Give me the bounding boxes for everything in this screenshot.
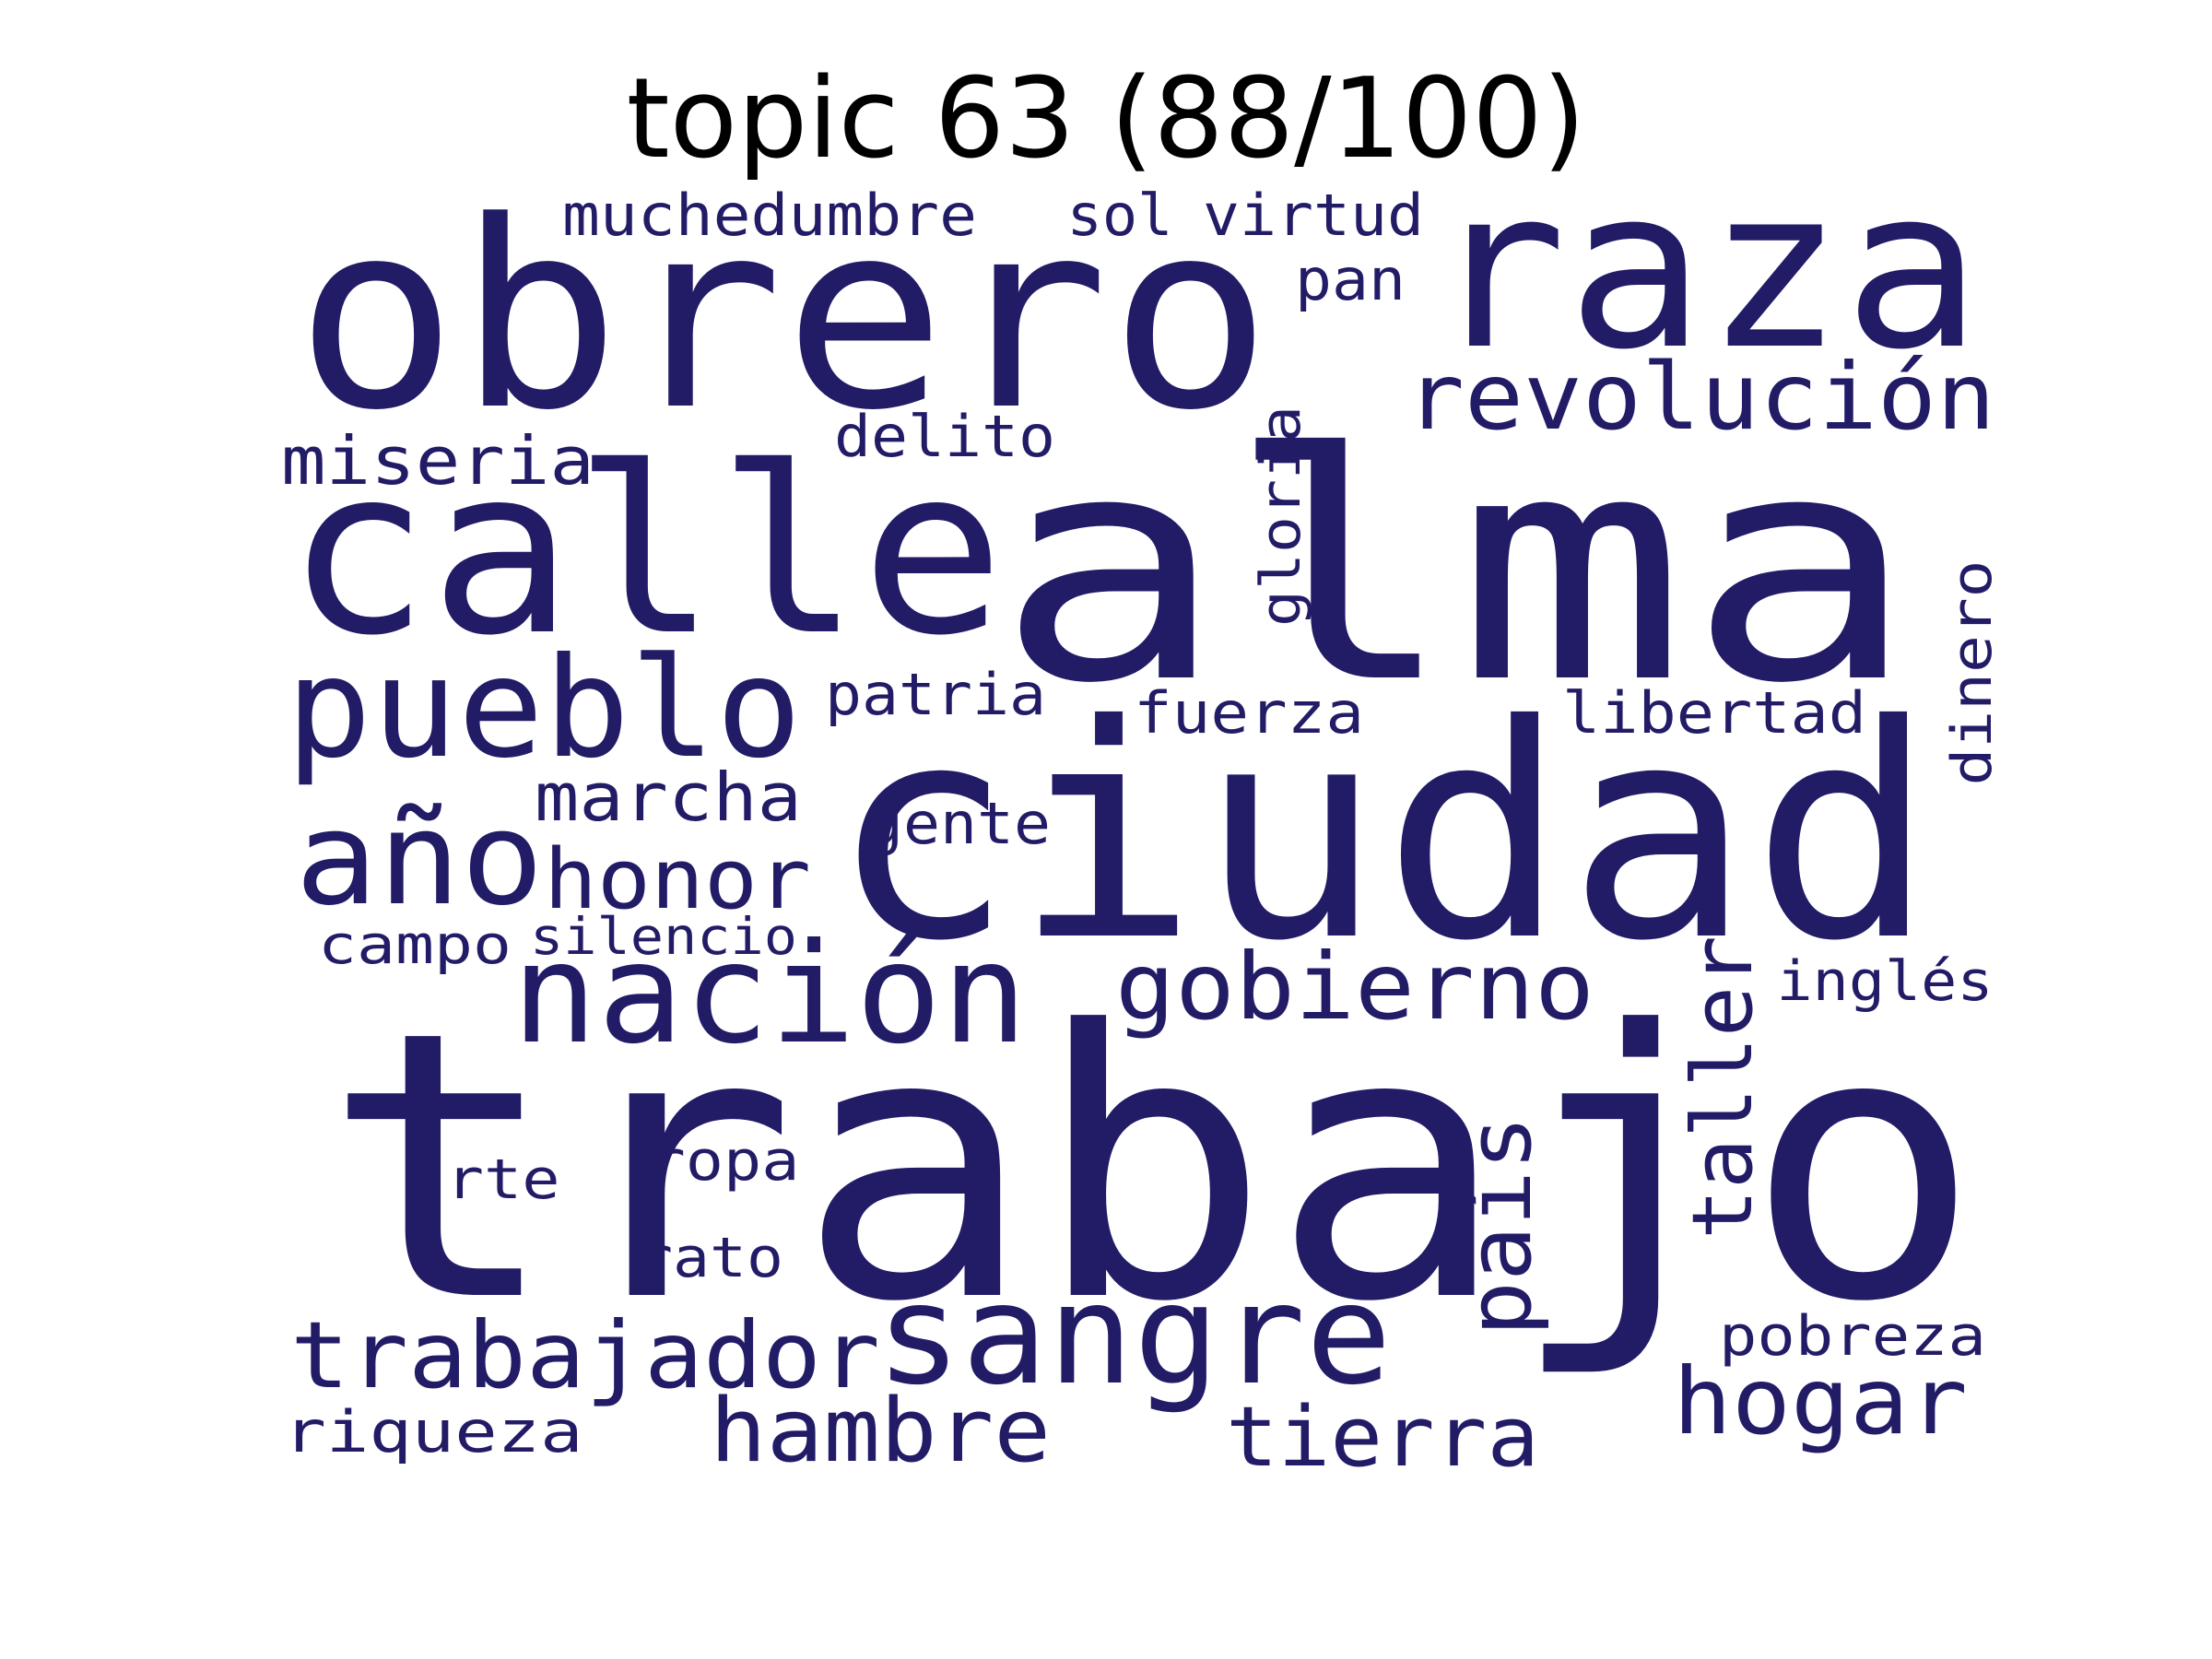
word-hambre: hambre — [710, 1381, 1051, 1482]
word-silencio: silencio — [530, 907, 797, 966]
word-pan: pan — [1295, 246, 1406, 313]
word-trabajador: trabajador — [290, 1301, 880, 1409]
word-dinero: dinero — [1940, 560, 2005, 786]
word-gente: gente — [866, 790, 1051, 857]
word-calle: calle — [286, 418, 1005, 686]
word-taller: taller — [1675, 935, 1771, 1240]
word-muchedumbre: muchedumbre — [562, 182, 977, 249]
word-fuerza: fuerza — [1134, 679, 1364, 747]
word-honor: honor — [544, 831, 811, 928]
word-virtud: virtud — [1203, 182, 1424, 249]
word-tierra: tierra — [1226, 1389, 1539, 1486]
word-alma: alma — [995, 387, 1917, 752]
chart-title: topic 63 (88/100) — [626, 55, 1586, 183]
word-sangre: sangre — [876, 1255, 1392, 1416]
word-miseria: miseria — [281, 422, 594, 500]
word-ropa: ropa — [648, 1129, 800, 1194]
word-hogar: hogar — [1673, 1347, 1968, 1455]
word-sol: sol — [1067, 182, 1173, 249]
word-campo: campo — [318, 913, 512, 976]
word-arte: arte — [408, 1147, 560, 1212]
word-obrero: obrero — [295, 167, 1272, 467]
word-raza: raza — [1429, 140, 1982, 398]
word-nacion: nación — [512, 914, 1028, 1075]
word-patria: patria — [825, 661, 1046, 728]
word-pueblo: pueblo — [286, 629, 802, 789]
word-rato: rato — [636, 1226, 783, 1290]
word-ciudad: ciudad — [830, 663, 1936, 1006]
word-ano: año — [295, 784, 544, 935]
word-delito: delito — [834, 403, 1055, 470]
word-trabajo: trabajo — [323, 954, 1982, 1382]
word-revolucion: revolución — [1406, 343, 1995, 451]
word-gobierno: gobierno — [1115, 933, 1594, 1041]
word-riqueza: riqueza — [284, 1398, 583, 1465]
word-libertad: libertad — [1562, 679, 1866, 747]
word-marcha: marcha — [535, 759, 802, 836]
word-gloria: gloria — [1249, 406, 1313, 627]
word-pais: país — [1450, 1115, 1551, 1336]
word-ingles: inglés — [1777, 949, 1994, 1014]
word-pobreza: pobreza — [1719, 1304, 1986, 1369]
